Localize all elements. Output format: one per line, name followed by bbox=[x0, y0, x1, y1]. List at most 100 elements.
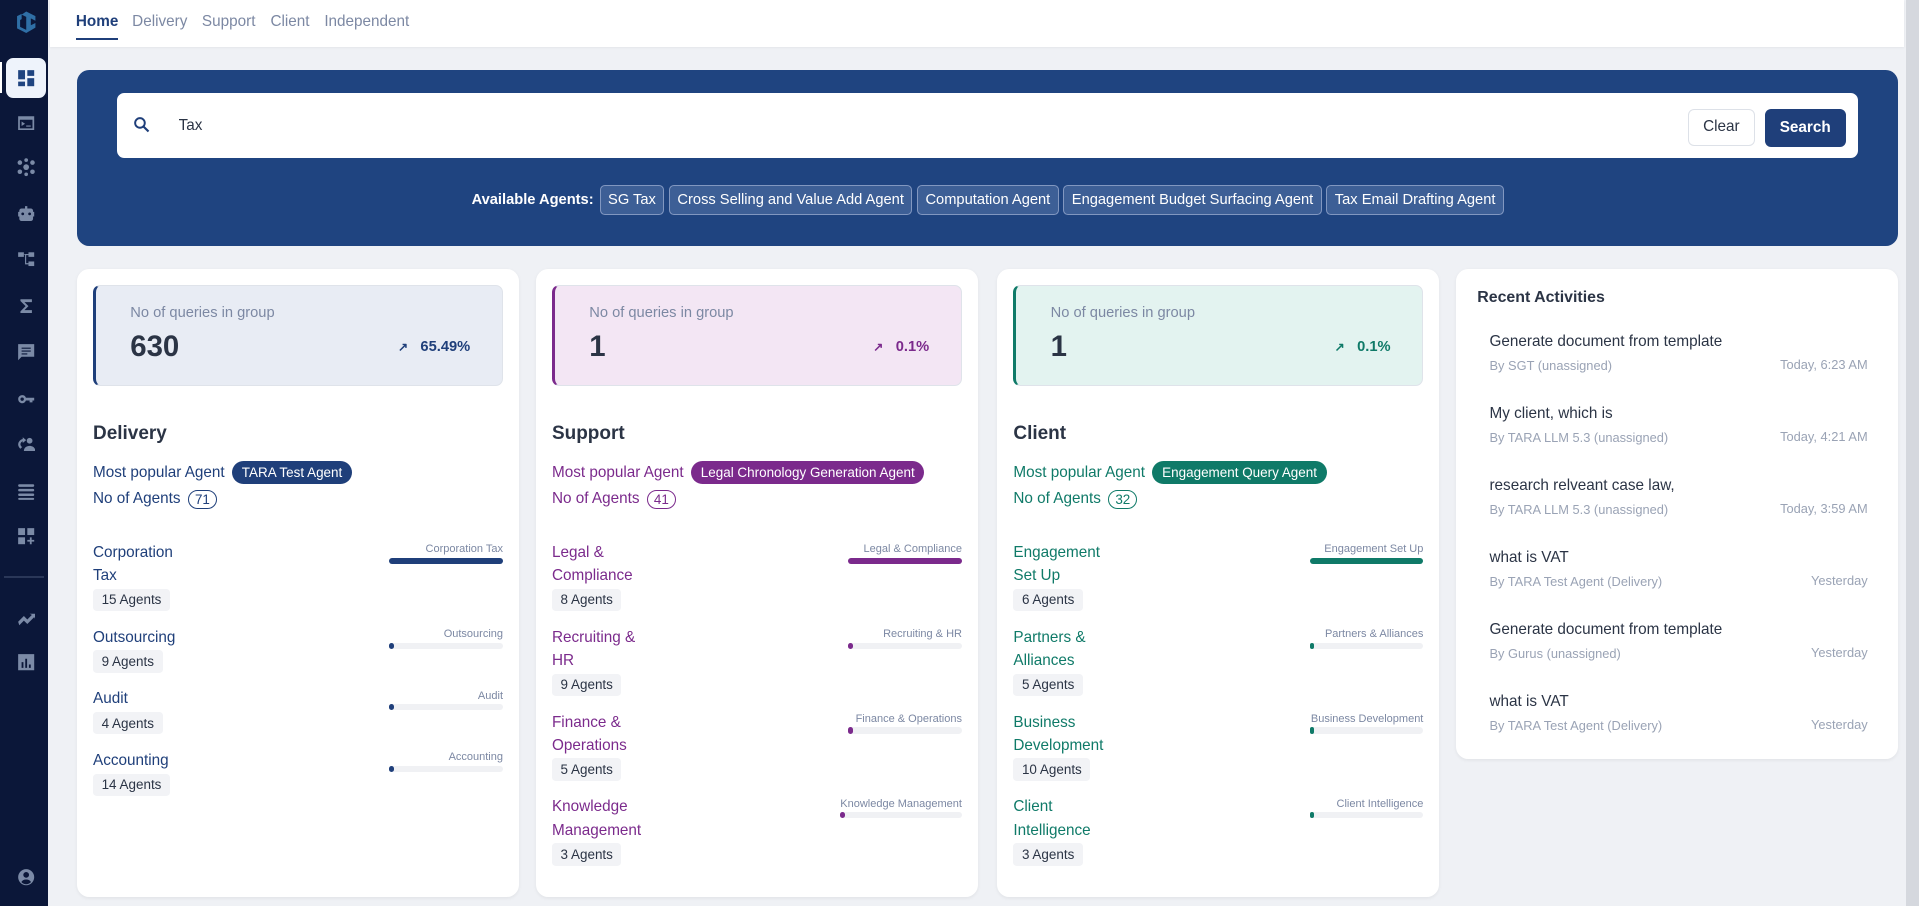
popular-agent-badge[interactable]: TARA Test Agent bbox=[232, 461, 353, 484]
group-card-delivery: No of queries in group 630 ↗ 65.49% Delivery… bbox=[77, 269, 519, 898]
category-name[interactable]: Outsourcing bbox=[93, 628, 176, 646]
category-bar-label: Accounting bbox=[448, 751, 503, 764]
category-bar-label: Recruiting & HR bbox=[883, 628, 962, 641]
category-name[interactable]: Client Intelligence bbox=[1013, 798, 1091, 839]
category-bar: Audit bbox=[389, 690, 503, 711]
category-row[interactable]: Partners & Alliances 5 Agents Partners & A… bbox=[1013, 626, 1424, 696]
category-list: Engagement Set Up 6 Agents Engagement Set … bbox=[1013, 541, 1424, 880]
group-card-client: No of queries in group 1 ↗ 0.1% Client Most p… bbox=[997, 269, 1440, 898]
bar-chart-icon[interactable] bbox=[6, 644, 46, 681]
terminal-icon[interactable] bbox=[6, 105, 46, 142]
progress-track bbox=[1309, 557, 1424, 564]
user-sync-icon[interactable] bbox=[6, 426, 46, 463]
clear-button[interactable]: Clear bbox=[1687, 108, 1756, 146]
category-row[interactable]: Audit 4 Agents Audit bbox=[93, 687, 503, 735]
scrollbar[interactable] bbox=[1905, 0, 1919, 906]
category-name[interactable]: Business Development bbox=[1013, 713, 1104, 754]
activity-time: Yesterday bbox=[1811, 645, 1868, 661]
popular-agent-badge[interactable]: Engagement Query Agent bbox=[1152, 461, 1327, 484]
category-agent-count: 3 Agents bbox=[551, 843, 622, 866]
key-icon[interactable] bbox=[6, 381, 46, 418]
category-agent-count: 9 Agents bbox=[93, 650, 163, 673]
activity-item[interactable]: research relveant case law, By TARA LLM 5… bbox=[1489, 477, 1867, 517]
trend-percent: 65.49% bbox=[420, 338, 471, 355]
agent-chip[interactable]: Engagement Budget Surfacing Agent bbox=[1063, 184, 1322, 215]
category-name[interactable]: Finance & Operations bbox=[551, 713, 627, 754]
category-name[interactable]: Audit bbox=[93, 690, 128, 708]
activity-item[interactable]: Generate document from template By SGT (u… bbox=[1489, 333, 1867, 373]
progress-fill bbox=[389, 642, 395, 649]
tab-independent[interactable]: Independent bbox=[324, 13, 410, 31]
agent-chip[interactable]: Cross Selling and Value Add Agent bbox=[669, 184, 913, 215]
tab-support[interactable]: Support bbox=[201, 13, 256, 31]
progress-track bbox=[848, 642, 962, 649]
queries-stat-box: No of queries in group 1 ↗ 0.1% bbox=[551, 285, 962, 386]
category-name[interactable]: Partners & Alliances bbox=[1013, 628, 1086, 670]
category-agent-count: 8 Agents bbox=[551, 588, 622, 612]
agent-chip[interactable]: SG Tax bbox=[599, 184, 665, 215]
dashboard-icon[interactable] bbox=[0, 57, 47, 98]
search-input[interactable] bbox=[176, 110, 1626, 142]
category-bar-label: Corporation Tax bbox=[425, 543, 503, 556]
agent-chip[interactable]: Computation Agent bbox=[917, 184, 1059, 215]
activity-item[interactable]: My client, which is By TARA LLM 5.3 (unas… bbox=[1489, 405, 1867, 445]
category-agent-count: 9 Agents bbox=[551, 673, 622, 696]
available-agents: Available Agents: SG Tax Cross Selling a… bbox=[77, 184, 1898, 215]
activity-time: Yesterday bbox=[1811, 573, 1868, 589]
category-row[interactable]: Recruiting & HR 9 Agents Recruiting & HR bbox=[551, 626, 962, 696]
category-name[interactable]: Corporation Tax bbox=[93, 543, 173, 585]
sigma-icon[interactable] bbox=[6, 288, 46, 325]
progress-track bbox=[1309, 812, 1424, 819]
category-agent-count: 4 Agents bbox=[93, 711, 163, 735]
category-name[interactable]: Legal & Compliance bbox=[551, 543, 633, 585]
group-card-support: No of queries in group 1 ↗ 0.1% Support Most … bbox=[536, 269, 978, 898]
robot-icon[interactable] bbox=[6, 196, 46, 233]
queries-label: No of queries in group bbox=[589, 304, 734, 321]
progress-track bbox=[1309, 642, 1424, 649]
tab-home[interactable]: Home bbox=[75, 13, 119, 40]
list-icon[interactable] bbox=[6, 472, 46, 509]
most-popular-agent: Most popular Agent Legal Chronology Gener… bbox=[552, 461, 925, 484]
category-row[interactable]: Legal & Compliance 8 Agents Legal & Compli… bbox=[551, 541, 962, 612]
category-row[interactable]: Knowledge Management 3 Agents Knowledge Ma… bbox=[551, 795, 962, 866]
category-agent-count: 15 Agents bbox=[93, 588, 170, 612]
network-icon[interactable] bbox=[6, 149, 46, 186]
hierarchy-icon[interactable] bbox=[6, 241, 46, 278]
add-widget-icon[interactable] bbox=[6, 518, 46, 555]
activity-item[interactable]: what is VAT By TARA Test Agent (Delivery)… bbox=[1489, 549, 1867, 589]
queries-stat-box: No of queries in group 1 ↗ 0.1% bbox=[1013, 285, 1424, 386]
category-name[interactable]: Recruiting & HR bbox=[551, 628, 636, 670]
trending-icon[interactable] bbox=[6, 598, 46, 635]
progress-track bbox=[840, 812, 962, 819]
trend: ↗ 0.1% bbox=[1335, 339, 1391, 355]
agent-chip[interactable]: Tax Email Drafting Agent bbox=[1326, 184, 1504, 215]
category-row[interactable]: Business Development 10 Agents Business De… bbox=[1013, 711, 1424, 781]
category-name[interactable]: Knowledge Management bbox=[551, 798, 642, 839]
category-row[interactable]: Corporation Tax 15 Agents Corporation Tax bbox=[93, 541, 503, 612]
activity-item[interactable]: what is VAT By TARA Test Agent (Delivery)… bbox=[1489, 693, 1867, 733]
user-account-icon[interactable] bbox=[6, 859, 46, 896]
category-row[interactable]: Accounting 14 Agents Accounting bbox=[93, 749, 503, 796]
category-row[interactable]: Finance & Operations 5 Agents Finance & Op… bbox=[551, 711, 962, 781]
activity-title: what is VAT bbox=[1489, 692, 1569, 710]
category-row[interactable]: Client Intelligence 3 Agents Client Intell… bbox=[1013, 795, 1424, 866]
app-logo-icon[interactable] bbox=[6, 4, 46, 41]
popular-agent-badge[interactable]: Legal Chronology Generation Agent bbox=[690, 461, 925, 484]
category-row[interactable]: Engagement Set Up 6 Agents Engagement Set … bbox=[1013, 541, 1424, 612]
category-row[interactable]: Outsourcing 9 Agents Outsourcing bbox=[93, 626, 503, 673]
activity-author: By TARA LLM 5.3 (unassigned) bbox=[1489, 430, 1669, 446]
category-name[interactable]: Accounting bbox=[93, 751, 169, 769]
category-bar-label: Business Development bbox=[1310, 713, 1424, 726]
tab-delivery[interactable]: Delivery bbox=[132, 13, 188, 31]
search-button[interactable]: Search bbox=[1764, 108, 1846, 147]
top-navigation: Home Delivery Support Client Independent bbox=[50, 0, 1905, 47]
agent-count-label: No of Agents bbox=[93, 490, 181, 508]
queries-count: 630 bbox=[130, 330, 180, 364]
category-name[interactable]: Engagement Set Up bbox=[1013, 543, 1101, 585]
chat-icon[interactable] bbox=[6, 334, 46, 371]
activity-item[interactable]: Generate document from template By Gurus … bbox=[1489, 621, 1867, 661]
search-icon bbox=[134, 117, 150, 133]
tab-client[interactable]: Client bbox=[270, 13, 310, 31]
progress-track bbox=[848, 557, 962, 564]
trend-up-icon: ↗ bbox=[397, 339, 409, 354]
